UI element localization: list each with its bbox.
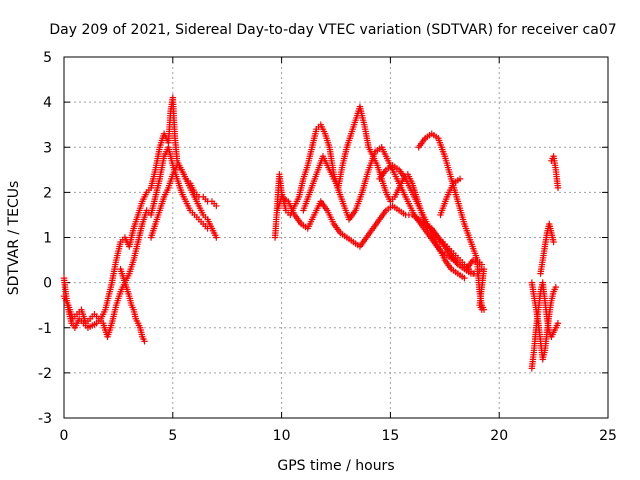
x-tick-label: 15 — [381, 428, 399, 444]
series-segJ — [437, 175, 464, 219]
x-axis-label: GPS time / hours — [277, 458, 394, 474]
x-tick-label: 0 — [60, 428, 69, 444]
data-point — [550, 238, 557, 246]
series-segH — [376, 162, 468, 282]
data-point — [213, 202, 220, 210]
data-point — [554, 320, 562, 327]
data-point — [213, 234, 220, 241]
data-marks — [60, 94, 562, 372]
y-axis-label: SDTVAR / TECUs — [6, 181, 22, 296]
series-segN — [537, 220, 557, 277]
y-tick-label: 0 — [43, 276, 52, 292]
y-tick-label: 1 — [43, 231, 52, 247]
y-tick-label: 5 — [43, 50, 52, 66]
y-tick-label: -2 — [38, 366, 52, 382]
series-segA — [60, 94, 220, 331]
series-segM — [528, 279, 559, 363]
y-tick-label: 3 — [43, 140, 52, 156]
grid — [64, 57, 608, 418]
y-tick-label: -3 — [38, 411, 52, 427]
data-point — [141, 338, 148, 345]
series-segF — [274, 193, 485, 277]
series-segO — [548, 153, 562, 192]
series-segB — [60, 144, 211, 340]
series-segC — [117, 265, 148, 345]
x-tick-label: 5 — [168, 428, 177, 444]
data-point — [554, 184, 562, 192]
data-point — [480, 265, 488, 273]
series-segD — [147, 162, 220, 241]
series-segI — [415, 130, 485, 268]
data-point — [456, 175, 464, 183]
data-point — [552, 283, 559, 291]
x-tick-label: 25 — [599, 428, 617, 444]
chart-title: Day 209 of 2021, Sidereal Day-to-day VTE… — [49, 22, 616, 38]
y-tick-label: 4 — [43, 95, 52, 111]
x-tick-label: 20 — [490, 428, 508, 444]
series-segK — [474, 261, 488, 313]
data-point — [461, 274, 468, 282]
y-tick-label: 2 — [43, 185, 52, 201]
y-tick-label: -1 — [38, 321, 52, 337]
x-tick-label: 10 — [273, 428, 291, 444]
axis-ticks: 0 5 10 15 20 25 -3 -2 -1 0 1 2 3 4 5 — [38, 50, 617, 444]
